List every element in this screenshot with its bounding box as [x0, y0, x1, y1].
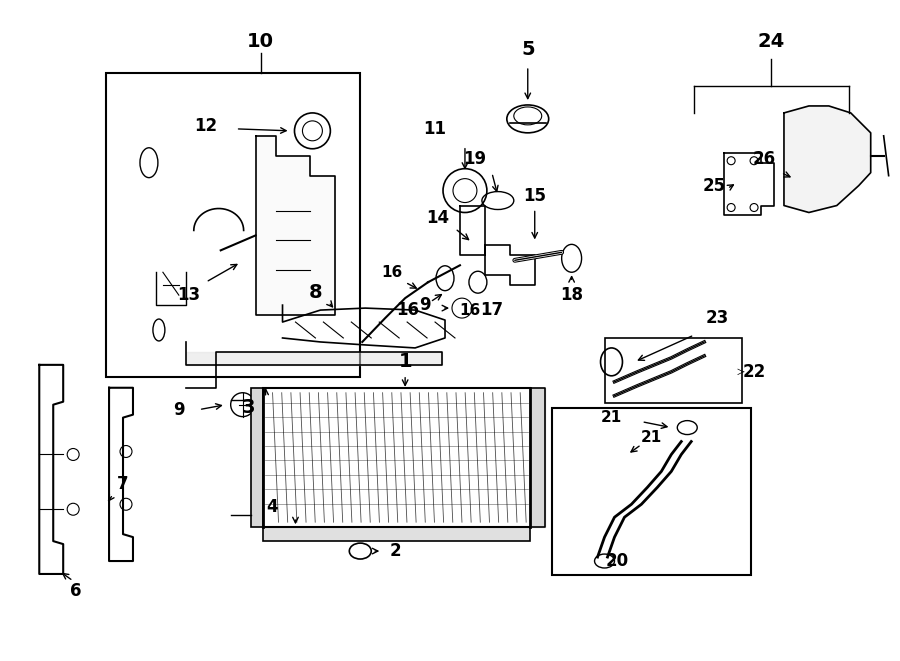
Text: 22: 22 — [742, 363, 766, 381]
Text: 2: 2 — [390, 542, 401, 560]
Circle shape — [68, 449, 79, 461]
Text: 23: 23 — [706, 309, 729, 327]
Text: 3: 3 — [242, 398, 256, 417]
Polygon shape — [256, 136, 336, 315]
Bar — [552, 408, 752, 575]
Circle shape — [120, 498, 132, 510]
Bar — [605, 338, 742, 403]
Text: 16: 16 — [397, 301, 419, 319]
Text: 18: 18 — [560, 286, 583, 304]
Text: 25: 25 — [703, 176, 725, 194]
Text: 21: 21 — [601, 410, 622, 425]
Text: 26: 26 — [752, 150, 776, 168]
Text: 1: 1 — [399, 352, 412, 371]
Bar — [250, 388, 263, 527]
Text: 14: 14 — [427, 210, 450, 227]
Text: 20: 20 — [606, 552, 629, 570]
Polygon shape — [185, 352, 442, 365]
Circle shape — [68, 503, 79, 515]
Text: 24: 24 — [758, 32, 785, 51]
Text: 9: 9 — [419, 296, 431, 314]
Text: 7: 7 — [117, 475, 129, 493]
Text: 21: 21 — [641, 430, 662, 445]
Text: 16: 16 — [382, 265, 403, 280]
Text: 10: 10 — [248, 32, 274, 51]
Text: 13: 13 — [177, 286, 201, 304]
Text: 4: 4 — [266, 498, 278, 516]
Text: 5: 5 — [521, 40, 535, 59]
Text: 11: 11 — [424, 120, 446, 138]
Text: 15: 15 — [523, 186, 546, 204]
Circle shape — [120, 446, 132, 457]
Text: 9: 9 — [173, 401, 184, 418]
Bar — [106, 73, 360, 377]
Text: 16: 16 — [459, 303, 481, 317]
Text: 17: 17 — [481, 301, 503, 319]
Text: 19: 19 — [464, 150, 487, 168]
Polygon shape — [530, 388, 544, 527]
Polygon shape — [784, 106, 870, 212]
Text: 8: 8 — [309, 283, 322, 301]
Text: 6: 6 — [70, 582, 82, 600]
Bar — [263, 527, 530, 541]
Text: 12: 12 — [194, 117, 217, 135]
